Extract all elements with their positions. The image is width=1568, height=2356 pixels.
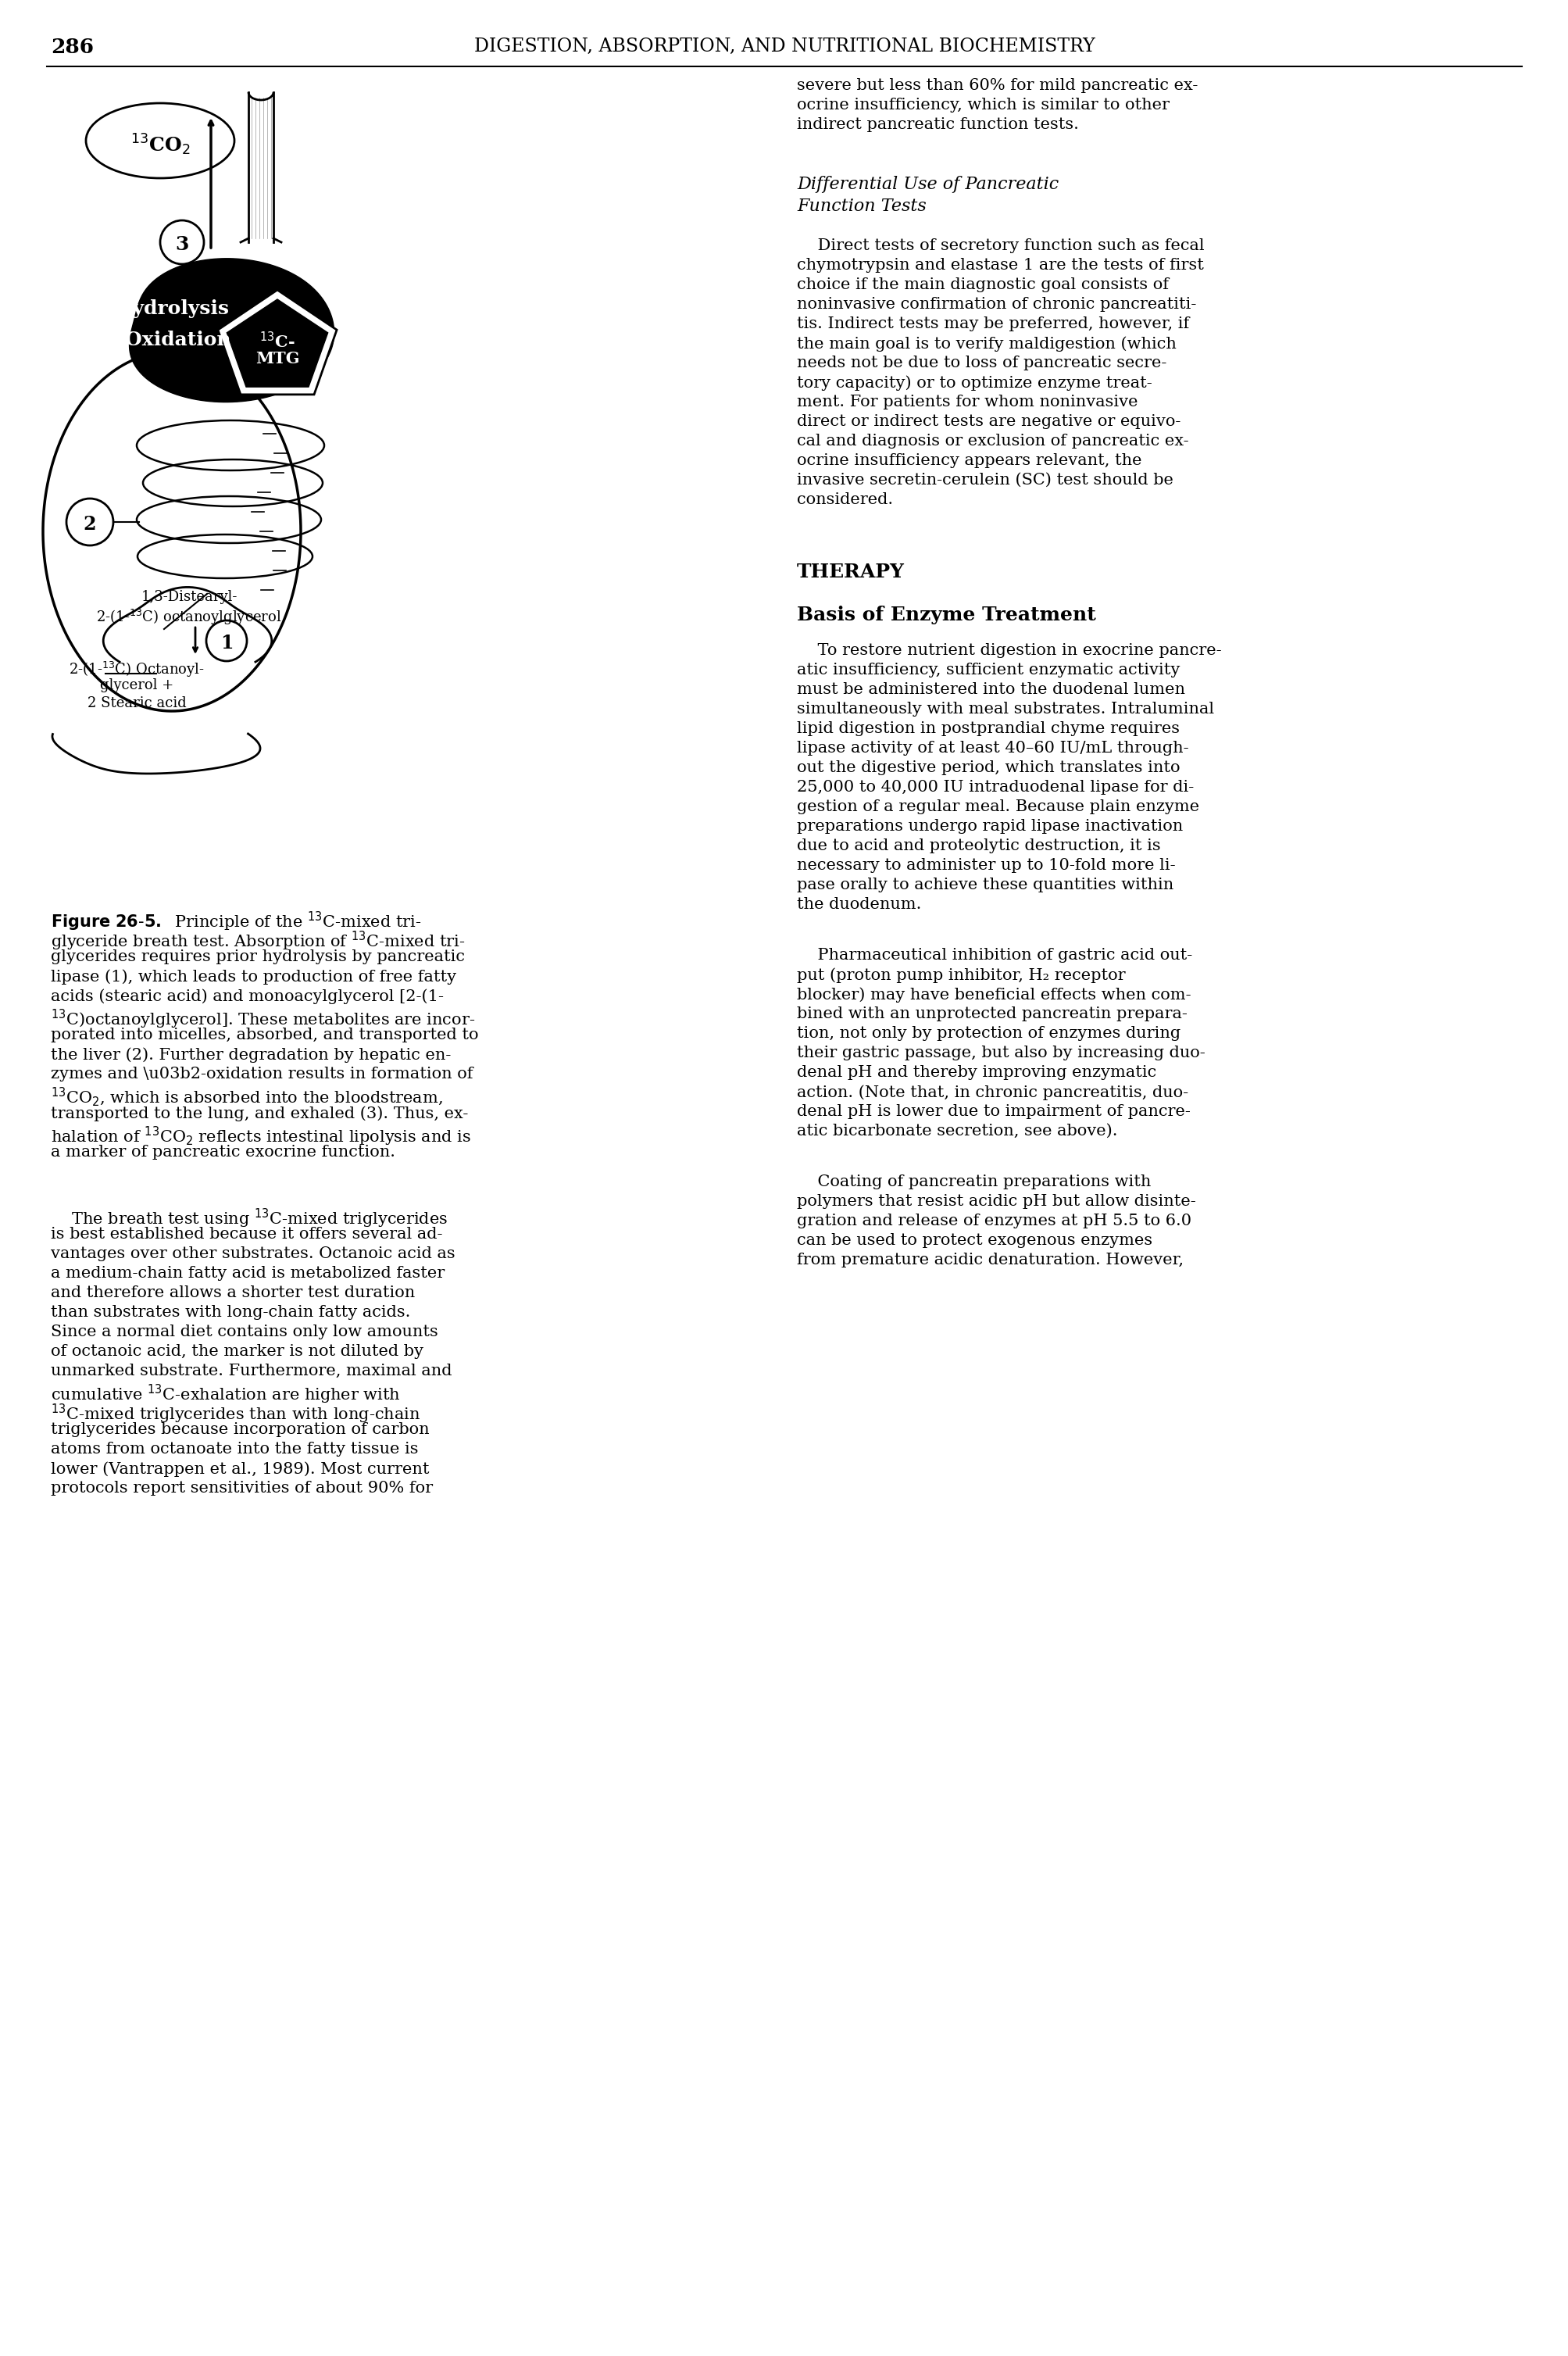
Text: lipase activity of at least 40–60 IU/mL through-: lipase activity of at least 40–60 IU/mL … — [797, 740, 1189, 756]
Text: Direct tests of secretory function such as fecal: Direct tests of secretory function such … — [797, 238, 1204, 252]
Text: 2-(1-$^{13}$C) octanoylglycerol: 2-(1-$^{13}$C) octanoylglycerol — [96, 608, 282, 627]
Text: 1,3-Distearyl-: 1,3-Distearyl- — [141, 589, 237, 603]
Text: is best established because it offers several ad-: is best established because it offers se… — [50, 1227, 442, 1242]
Text: 2: 2 — [83, 516, 96, 535]
Text: invasive secretin-cerulein (SC) test should be: invasive secretin-cerulein (SC) test sho… — [797, 474, 1173, 488]
Text: choice if the main diagnostic goal consists of: choice if the main diagnostic goal consi… — [797, 278, 1168, 292]
Text: tory capacity) or to optimize enzyme treat-: tory capacity) or to optimize enzyme tre… — [797, 375, 1151, 391]
Text: atic insufficiency, sufficient enzymatic activity: atic insufficiency, sufficient enzymatic… — [797, 662, 1179, 679]
Text: necessary to administer up to 10-fold more li-: necessary to administer up to 10-fold mo… — [797, 858, 1174, 872]
Text: polymers that resist acidic pH but allow disinte-: polymers that resist acidic pH but allow… — [797, 1194, 1195, 1209]
Text: denal pH is lower due to impairment of pancre-: denal pH is lower due to impairment of p… — [797, 1105, 1190, 1119]
Text: out the digestive period, which translates into: out the digestive period, which translat… — [797, 761, 1179, 775]
Text: acids (stearic acid) and monoacylglycerol [2-(1-: acids (stearic acid) and monoacylglycero… — [50, 990, 444, 1004]
Text: $^{13}$CO$_2$: $^{13}$CO$_2$ — [130, 132, 190, 158]
Text: transported to the lung, and exhaled (3). Thus, ex-: transported to the lung, and exhaled (3)… — [50, 1105, 467, 1121]
Text: To restore nutrient digestion in exocrine pancre-: To restore nutrient digestion in exocrin… — [797, 643, 1221, 657]
Text: β-Oxidation: β-Oxidation — [105, 330, 232, 349]
Text: action. (Note that, in chronic pancreatitis, duo-: action. (Note that, in chronic pancreati… — [797, 1084, 1189, 1100]
Text: lipid digestion in postprandial chyme requires: lipid digestion in postprandial chyme re… — [797, 721, 1179, 735]
Text: MTG: MTG — [256, 351, 299, 368]
Text: vantages over other substrates. Octanoic acid as: vantages over other substrates. Octanoic… — [50, 1246, 455, 1260]
Text: Since a normal diet contains only low amounts: Since a normal diet contains only low am… — [50, 1324, 437, 1338]
Text: $^{13}$C-mixed triglycerides than with long-chain: $^{13}$C-mixed triglycerides than with l… — [50, 1402, 420, 1425]
Text: the liver (2). Further degradation by hepatic en-: the liver (2). Further degradation by he… — [50, 1046, 452, 1063]
Text: and therefore allows a shorter test duration: and therefore allows a shorter test dura… — [50, 1286, 416, 1301]
Polygon shape — [218, 290, 337, 393]
Text: 2 Stearic acid: 2 Stearic acid — [88, 697, 187, 709]
Text: zymes and \u03b2-oxidation results in formation of: zymes and \u03b2-oxidation results in fo… — [50, 1067, 474, 1081]
Text: due to acid and proteolytic destruction, it is: due to acid and proteolytic destruction,… — [797, 839, 1160, 853]
Text: can be used to protect exogenous enzymes: can be used to protect exogenous enzymes — [797, 1232, 1152, 1249]
Text: glycerides requires prior hydrolysis by pancreatic: glycerides requires prior hydrolysis by … — [50, 949, 464, 964]
Text: a marker of pancreatic exocrine function.: a marker of pancreatic exocrine function… — [50, 1145, 395, 1159]
Text: halation of $^{13}$CO$_2$ reflects intestinal lipolysis and is: halation of $^{13}$CO$_2$ reflects intes… — [50, 1126, 470, 1147]
Text: $^{13}$C-: $^{13}$C- — [259, 332, 295, 351]
Text: gration and release of enzymes at pH 5.5 to 6.0: gration and release of enzymes at pH 5.5… — [797, 1213, 1192, 1227]
Text: triglycerides because incorporation of carbon: triglycerides because incorporation of c… — [50, 1423, 430, 1437]
Text: 3: 3 — [176, 236, 188, 254]
Text: THERAPY: THERAPY — [797, 563, 905, 582]
Text: protocols report sensitivities of about 90% for: protocols report sensitivities of about … — [50, 1482, 433, 1496]
Text: a medium-chain fatty acid is metabolized faster: a medium-chain fatty acid is metabolized… — [50, 1265, 444, 1282]
Text: $^{13}$CO$_2$, which is absorbed into the bloodstream,: $^{13}$CO$_2$, which is absorbed into th… — [50, 1086, 442, 1107]
Text: glycerol +: glycerol + — [100, 679, 174, 693]
Text: Differential Use of Pancreatic: Differential Use of Pancreatic — [797, 177, 1058, 193]
Text: simultaneously with meal substrates. Intraluminal: simultaneously with meal substrates. Int… — [797, 702, 1214, 716]
Text: cumulative $^{13}$C-exhalation are higher with: cumulative $^{13}$C-exhalation are highe… — [50, 1383, 400, 1407]
Text: than substrates with long-chain fatty acids.: than substrates with long-chain fatty ac… — [50, 1305, 411, 1319]
Text: indirect pancreatic function tests.: indirect pancreatic function tests. — [797, 118, 1079, 132]
Text: 2-(1-$^{13}$C) Octanoyl-: 2-(1-$^{13}$C) Octanoyl- — [69, 660, 204, 679]
Text: unmarked substrate. Furthermore, maximal and: unmarked substrate. Furthermore, maximal… — [50, 1364, 452, 1378]
Text: $^{13}$C)octanoylglycerol]. These metabolites are incor-: $^{13}$C)octanoylglycerol]. These metabo… — [50, 1008, 475, 1032]
Text: from premature acidic denaturation. However,: from premature acidic denaturation. Howe… — [797, 1253, 1182, 1268]
Text: tion, not only by protection of enzymes during: tion, not only by protection of enzymes … — [797, 1025, 1181, 1041]
Text: considered.: considered. — [797, 492, 892, 507]
Polygon shape — [227, 299, 328, 386]
Text: glyceride breath test. Absorption of $^{13}$C-mixed tri-: glyceride breath test. Absorption of $^{… — [50, 931, 466, 952]
Text: severe but less than 60% for mild pancreatic ex-: severe but less than 60% for mild pancre… — [797, 78, 1198, 92]
Text: the main goal is to verify maldigestion (which: the main goal is to verify maldigestion … — [797, 337, 1176, 351]
Text: Pharmaceutical inhibition of gastric acid out-: Pharmaceutical inhibition of gastric aci… — [797, 947, 1192, 964]
Text: atoms from octanoate into the fatty tissue is: atoms from octanoate into the fatty tiss… — [50, 1442, 419, 1456]
Text: Function Tests: Function Tests — [797, 198, 927, 214]
Text: noninvasive confirmation of chronic pancreatiti-: noninvasive confirmation of chronic panc… — [797, 297, 1196, 311]
Text: direct or indirect tests are negative or equivo-: direct or indirect tests are negative or… — [797, 415, 1181, 429]
Text: cal and diagnosis or exclusion of pancreatic ex-: cal and diagnosis or exclusion of pancre… — [797, 434, 1189, 448]
Text: ocrine insufficiency, which is similar to other: ocrine insufficiency, which is similar t… — [797, 97, 1170, 113]
Text: Coating of pancreatin preparations with: Coating of pancreatin preparations with — [797, 1176, 1151, 1190]
Text: must be administered into the duodenal lumen: must be administered into the duodenal l… — [797, 683, 1184, 697]
Text: pase orally to achieve these quantities within: pase orally to achieve these quantities … — [797, 876, 1173, 893]
Text: bined with an unprotected pancreatin prepara-: bined with an unprotected pancreatin pre… — [797, 1006, 1187, 1020]
Text: Hydrolysis: Hydrolysis — [114, 299, 229, 318]
Text: gestion of a regular meal. Because plain enzyme: gestion of a regular meal. Because plain… — [797, 799, 1200, 815]
Text: $\mathbf{Figure\ 26\text{-}5.}$  Principle of the $^{13}$C-mixed tri-: $\mathbf{Figure\ 26\text{-}5.}$ Principl… — [50, 909, 422, 933]
Text: 25,000 to 40,000 IU intraduodenal lipase for di-: 25,000 to 40,000 IU intraduodenal lipase… — [797, 780, 1193, 794]
Text: tis. Indirect tests may be preferred, however, if: tis. Indirect tests may be preferred, ho… — [797, 316, 1189, 332]
Text: their gastric passage, but also by increasing duo-: their gastric passage, but also by incre… — [797, 1046, 1204, 1060]
Text: chymotrypsin and elastase 1 are the tests of first: chymotrypsin and elastase 1 are the test… — [797, 257, 1203, 273]
Text: preparations undergo rapid lipase inactivation: preparations undergo rapid lipase inacti… — [797, 820, 1182, 834]
Text: ment. For patients for whom noninvasive: ment. For patients for whom noninvasive — [797, 393, 1137, 410]
Circle shape — [205, 620, 246, 662]
Text: denal pH and thereby improving enzymatic: denal pH and thereby improving enzymatic — [797, 1065, 1156, 1079]
Text: the duodenum.: the duodenum. — [797, 898, 920, 912]
Text: put (proton pump inhibitor, H₂ receptor: put (proton pump inhibitor, H₂ receptor — [797, 968, 1124, 982]
Text: lipase (1), which leads to production of free fatty: lipase (1), which leads to production of… — [50, 968, 456, 985]
Text: 1: 1 — [220, 634, 234, 653]
Text: atic bicarbonate secretion, see above).: atic bicarbonate secretion, see above). — [797, 1124, 1116, 1138]
Text: of octanoic acid, the marker is not diluted by: of octanoic acid, the marker is not dilu… — [50, 1343, 423, 1359]
Polygon shape — [129, 259, 334, 403]
Text: lower (Vantrappen et al., 1989). Most current: lower (Vantrappen et al., 1989). Most cu… — [50, 1461, 430, 1477]
Text: porated into micelles, absorbed, and transported to: porated into micelles, absorbed, and tra… — [50, 1027, 478, 1041]
Text: blocker) may have beneficial effects when com-: blocker) may have beneficial effects whe… — [797, 987, 1190, 1001]
Text: The breath test using $^{13}$C-mixed triglycerides: The breath test using $^{13}$C-mixed tri… — [50, 1206, 447, 1230]
Text: ocrine insufficiency appears relevant, the: ocrine insufficiency appears relevant, t… — [797, 452, 1142, 469]
Text: DIGESTION, ABSORPTION, AND NUTRITIONAL BIOCHEMISTRY: DIGESTION, ABSORPTION, AND NUTRITIONAL B… — [474, 38, 1094, 57]
Text: needs not be due to loss of pancreatic secre-: needs not be due to loss of pancreatic s… — [797, 356, 1167, 370]
Text: Basis of Enzyme Treatment: Basis of Enzyme Treatment — [797, 605, 1096, 624]
Text: 286: 286 — [50, 38, 94, 57]
